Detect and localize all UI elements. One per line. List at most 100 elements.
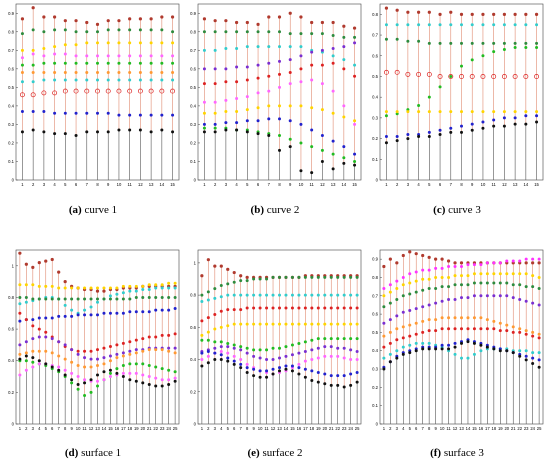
x-tick-label: 7 <box>58 426 61 431</box>
data-point <box>70 308 74 312</box>
data-point <box>342 161 346 165</box>
x-tick-label: 2 <box>207 426 210 431</box>
data-point <box>414 252 418 256</box>
data-point <box>492 294 496 298</box>
data-point <box>37 335 41 339</box>
data-point <box>256 22 260 26</box>
data-point <box>173 332 177 336</box>
data-point <box>41 90 47 96</box>
data-point <box>85 130 89 134</box>
data-point <box>252 277 256 281</box>
data-point <box>37 349 41 353</box>
data-point <box>449 130 453 134</box>
data-point <box>408 272 412 276</box>
y-tick-label: 0.5 <box>372 330 378 335</box>
data-point <box>406 23 410 27</box>
caption-f: (f) surface 3 <box>368 447 546 460</box>
data-point <box>353 152 357 156</box>
data-point <box>63 78 67 82</box>
data-point <box>310 145 314 149</box>
data-point <box>96 348 99 352</box>
x-tick-label: 8 <box>246 426 249 431</box>
data-point <box>342 145 346 149</box>
data-point <box>329 306 333 310</box>
y-tick-label: 0.7 <box>190 48 196 53</box>
data-point <box>31 52 35 56</box>
data-point <box>128 78 132 82</box>
data-point <box>395 110 399 114</box>
data-point <box>414 321 418 325</box>
data-point <box>447 327 451 331</box>
data-point <box>492 12 496 16</box>
data-point <box>342 45 346 49</box>
data-point <box>141 310 145 314</box>
data-point <box>226 282 230 286</box>
data-point <box>299 80 303 84</box>
data-point <box>511 330 515 334</box>
data-point <box>50 284 54 288</box>
data-point <box>85 61 89 65</box>
data-point <box>265 375 269 379</box>
data-point <box>74 54 78 58</box>
data-point <box>271 367 275 371</box>
data-point <box>63 19 67 23</box>
data-point <box>278 148 281 152</box>
data-point <box>265 369 269 373</box>
x-tick-label: 1 <box>203 182 206 187</box>
data-point <box>395 314 399 318</box>
data-point <box>226 356 230 360</box>
data-point <box>63 368 67 372</box>
data-point <box>382 294 386 298</box>
x-tick-label: 7 <box>86 182 89 187</box>
data-point <box>96 54 99 58</box>
x-tick-label: 9 <box>107 182 110 187</box>
data-point <box>297 293 301 297</box>
data-point <box>50 365 54 369</box>
data-point <box>331 111 335 115</box>
data-point <box>382 345 386 349</box>
data-point <box>453 341 457 345</box>
data-point <box>336 383 340 387</box>
data-point <box>76 375 80 379</box>
data-point <box>219 340 223 344</box>
data-point <box>355 306 359 310</box>
data-point <box>466 356 470 360</box>
data-point <box>224 46 228 50</box>
caption-text-f: surface 3 <box>443 447 484 459</box>
data-point <box>202 82 206 86</box>
data-point <box>106 111 110 115</box>
x-tick-label: 11 <box>446 426 451 431</box>
data-point <box>440 327 444 331</box>
data-point <box>213 358 217 362</box>
data-point <box>138 54 142 58</box>
x-tick-label: 15 <box>290 426 295 431</box>
data-point <box>492 319 496 323</box>
data-point <box>342 306 346 310</box>
x-tick-label: 11 <box>127 182 132 187</box>
data-point <box>479 263 483 267</box>
data-point <box>406 132 410 136</box>
data-point <box>531 301 535 305</box>
data-point <box>160 15 164 19</box>
data-point <box>384 114 388 118</box>
data-point <box>24 354 28 358</box>
data-point <box>417 39 421 43</box>
data-point <box>53 45 57 49</box>
data-point <box>224 109 228 113</box>
data-point <box>531 257 535 261</box>
data-point <box>408 308 412 312</box>
data-point <box>147 363 151 367</box>
data-point <box>502 41 506 45</box>
data-point <box>383 69 389 75</box>
data-point <box>224 67 228 71</box>
caption-label-a: (a) <box>68 204 82 216</box>
caption-text-e: surface 2 <box>262 447 303 459</box>
data-point <box>524 12 528 16</box>
data-point <box>384 23 388 27</box>
data-point <box>173 370 177 374</box>
data-point <box>427 23 431 27</box>
data-point <box>316 306 320 310</box>
data-point <box>518 283 522 287</box>
y-tick-label: 0.9 <box>190 11 196 16</box>
data-point <box>331 33 335 37</box>
